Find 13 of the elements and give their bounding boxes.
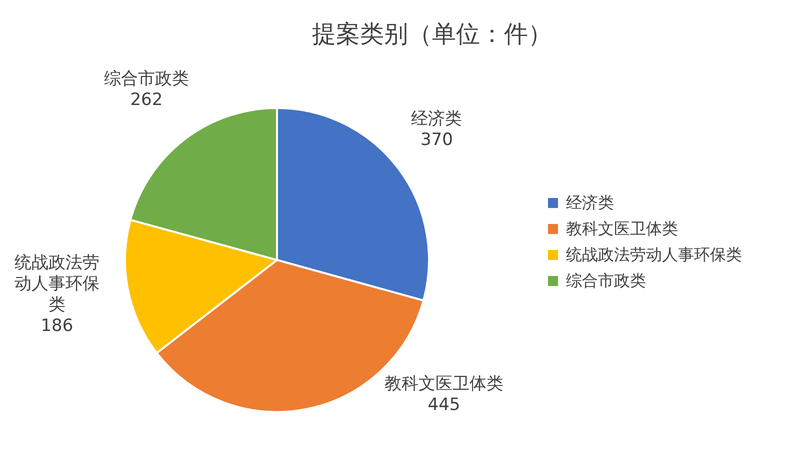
data-label: 262 [129, 90, 164, 112]
data-label: 370 [419, 130, 454, 151]
legend-label: 综合市政类 [566, 270, 646, 292]
data-label: 445 [426, 395, 462, 416]
slice-label: 经济类 [410, 108, 464, 130]
legend-label: 经济类 [566, 192, 614, 214]
data-label: 186 [40, 316, 74, 338]
legend-label: 教科文医卫体类 [566, 218, 678, 240]
legend-label: 统战政法劳动人事环保类 [566, 244, 742, 266]
slice-label: 教科文医卫体类 [384, 374, 504, 395]
slice-label: 综合市政类 [102, 69, 190, 90]
chart-title: 提案类别（单位：件） [311, 19, 553, 50]
slice-label: 统战政法劳动人事环保类 [13, 253, 100, 316]
